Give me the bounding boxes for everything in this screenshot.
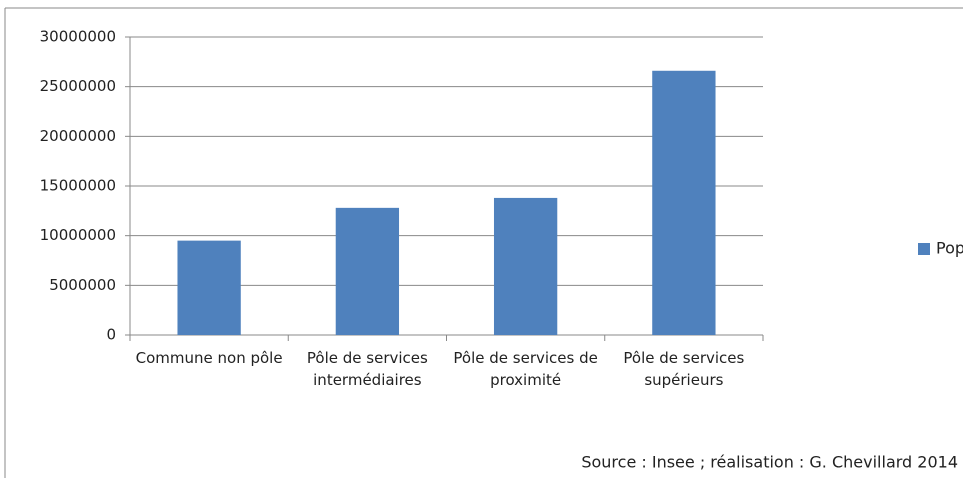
y-tick-label: 25000000 [40, 77, 116, 95]
bar [493, 197, 558, 335]
y-tick-label: 0 [106, 326, 116, 344]
legend-swatch [918, 243, 930, 255]
bar [335, 207, 400, 335]
x-tick-label: Pôle de services de proximité [453, 349, 598, 389]
x-tick-label: Pôle de services intermédiaires [306, 349, 428, 389]
bar [177, 240, 241, 335]
x-tick-label: Pôle de services supérieurs [623, 349, 745, 389]
legend-label: Population [936, 239, 963, 258]
y-tick-label: 15000000 [40, 177, 116, 195]
y-tick-label: 10000000 [40, 226, 116, 244]
y-tick-label: 20000000 [40, 127, 116, 145]
y-tick-label: 5000000 [49, 276, 116, 294]
source: Source : Insee ; réalisation : G. Chevil… [581, 453, 958, 472]
y-tick-label: 30000000 [40, 28, 116, 46]
x-tick-label: Commune non pôle [135, 349, 283, 367]
bar [652, 70, 716, 336]
